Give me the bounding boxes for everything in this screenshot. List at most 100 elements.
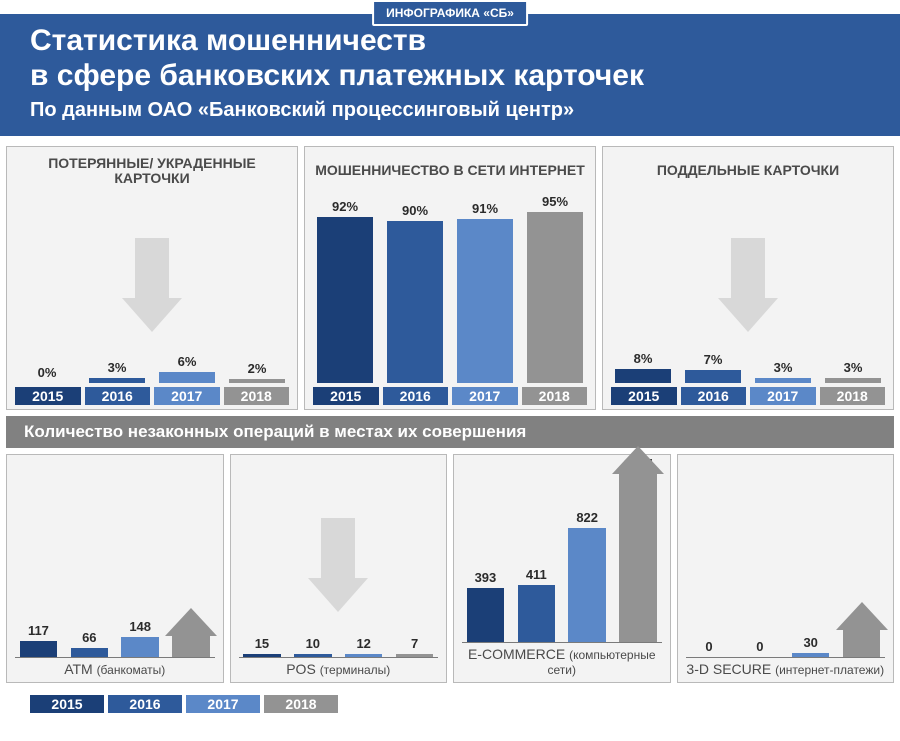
year-strip: 2015201620172018	[611, 387, 885, 405]
bars-row: 15 10 12 7	[239, 478, 439, 658]
bar-slot: 3%	[821, 193, 885, 383]
year-cell: 2016	[681, 387, 747, 405]
bar-value-label: 15	[255, 636, 269, 651]
year-cell: 2015	[15, 387, 81, 405]
bar	[387, 221, 442, 383]
count-panel-title: E-COMMERCE (компьютерные сети)	[462, 647, 662, 678]
bars-row: 0030210	[686, 478, 886, 658]
legend-year: 2015	[30, 695, 104, 713]
year-cell: 2017	[154, 387, 220, 405]
year-cell: 2015	[611, 387, 677, 405]
bar-slot: 170	[168, 478, 215, 657]
bar	[294, 654, 332, 657]
bar-slot: 0%	[15, 193, 79, 383]
year-cell: 2018	[224, 387, 290, 405]
bar-value-label: 90%	[402, 203, 428, 218]
legend-year: 2018	[264, 695, 338, 713]
year-cell: 2016	[383, 387, 449, 405]
bar	[317, 217, 372, 383]
year-cell: 2016	[85, 387, 151, 405]
panel-title: МОШЕННИЧЕСТВО В СЕТИ ИНТЕРНЕТ	[313, 155, 587, 187]
percent-panel: МОШЕННИЧЕСТВО В СЕТИ ИНТЕРНЕТ 92% 90% 91% 95…	[304, 146, 596, 410]
bar-value-label: 7	[411, 636, 418, 651]
bar-value-label: 411	[526, 567, 547, 582]
bar-value-label: 117	[28, 623, 49, 638]
year-strip: 2015201620172018	[313, 387, 587, 405]
year-strip: 2015201620172018	[15, 387, 289, 405]
header: ИНФОГРАФИКА «СБ» Статистика мошенничеств…	[0, 14, 900, 136]
count-panel: 11766148170 АТМ (банкоматы)	[6, 454, 224, 683]
year-legend: 2015201620172018	[0, 689, 900, 723]
bar-slot: 1227	[615, 463, 662, 642]
up-arrow-bar-icon	[843, 630, 881, 657]
bar-value-label: 95%	[542, 194, 568, 209]
bar-slot: 8%	[611, 193, 675, 383]
bar-value-label: 0	[705, 639, 712, 654]
bar-slot: 7%	[681, 193, 745, 383]
bar-value-label: 7%	[704, 352, 723, 367]
bar	[229, 379, 284, 383]
bar-slot: 393	[462, 463, 509, 642]
count-panel: 393 411 8221227 E-COMMERCE (компьютерные се…	[453, 454, 671, 683]
bar-slot: 148	[117, 478, 164, 657]
bar	[71, 648, 109, 657]
bar-slot: 90%	[383, 193, 447, 383]
legend-year: 2017	[186, 695, 260, 713]
title-line-1: Статистика мошенничеств	[30, 24, 426, 57]
bar	[159, 372, 214, 383]
bars-row: 393 411 8221227	[462, 463, 662, 643]
count-panel-title: 3-D SECURE (интернет-платежи)	[686, 662, 886, 677]
year-cell: 2017	[750, 387, 816, 405]
bar-value-label: 8%	[634, 351, 653, 366]
bar-value-label: 3%	[774, 360, 793, 375]
bars-row: 8% 7% 3% 3%	[611, 193, 885, 383]
percent-panel: ПОДДЕЛЬНЫЕ КАРТОЧКИ 8% 7% 3% 3% 2015201620172…	[602, 146, 894, 410]
bar-slot: 15	[239, 478, 286, 657]
bars-row: 92% 90% 91% 95%	[313, 193, 587, 383]
bar	[467, 588, 505, 642]
bar-value-label: 0	[756, 639, 763, 654]
infographic-tag: ИНФОГРАФИКА «СБ»	[372, 0, 528, 26]
percent-charts-row: ПОТЕРЯННЫЕ/ УКРАДЕННЫЕ КАРТОЧКИ0%3%6%2%2…	[0, 136, 900, 416]
bar-value-label: 0%	[38, 365, 57, 380]
bar-value-label: 30	[803, 635, 817, 650]
count-panel-title: POS (терминалы)	[239, 662, 439, 677]
year-cell: 2018	[522, 387, 588, 405]
bar	[568, 528, 606, 642]
bar-value-label: 10	[306, 636, 320, 651]
bar-slot: 411	[513, 463, 560, 642]
main-title: Статистика мошенничеств в сфере банковск…	[30, 24, 870, 93]
bars-row: 11766148170	[15, 478, 215, 658]
bar-slot: 0	[686, 478, 733, 657]
bar	[243, 654, 281, 657]
bar	[457, 219, 512, 383]
bar	[345, 654, 383, 657]
bar-value-label: 3%	[108, 360, 127, 375]
bar	[396, 654, 434, 657]
up-arrow-bar-icon	[172, 636, 210, 658]
count-panel: 15 10 12 7 POS (терминалы)	[230, 454, 448, 683]
bar	[615, 369, 670, 383]
bar-slot: 95%	[523, 193, 587, 383]
year-cell: 2017	[452, 387, 518, 405]
bar	[89, 378, 144, 383]
bar	[20, 641, 58, 657]
bar-value-label: 92%	[332, 199, 358, 214]
count-charts-heading: Количество незаконных операций в местах …	[6, 416, 894, 448]
bar-slot: 12	[340, 478, 387, 657]
bar	[121, 637, 159, 658]
count-charts-row: 11766148170 АТМ (банкоматы) 15 10 12 7 POS (те…	[0, 448, 900, 689]
bar-value-label: 12	[356, 636, 370, 651]
bar-value-label: 2%	[248, 361, 267, 376]
bar-slot: 117	[15, 478, 62, 657]
bar-slot: 2%	[225, 193, 289, 383]
panel-title: ПОДДЕЛЬНЫЕ КАРТОЧКИ	[611, 155, 885, 187]
bar-slot: 92%	[313, 193, 377, 383]
bar-value-label: 91%	[472, 201, 498, 216]
percent-panel: ПОТЕРЯННЫЕ/ УКРАДЕННЫЕ КАРТОЧКИ0%3%6%2%2…	[6, 146, 298, 410]
count-panel-title: АТМ (банкоматы)	[15, 662, 215, 677]
bar-slot: 822	[564, 463, 611, 642]
year-cell: 2018	[820, 387, 886, 405]
bar	[685, 370, 740, 383]
panel-title: ПОТЕРЯННЫЕ/ УКРАДЕННЫЕ КАРТОЧКИ	[15, 155, 289, 187]
